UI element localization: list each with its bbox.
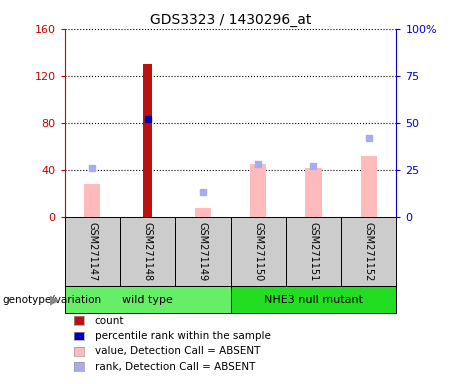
Text: GSM271150: GSM271150 xyxy=(253,222,263,281)
Text: value, Detection Call = ABSENT: value, Detection Call = ABSENT xyxy=(95,346,260,356)
Bar xyxy=(305,167,322,217)
Text: ▶: ▶ xyxy=(50,293,60,306)
Text: count: count xyxy=(95,316,124,326)
Text: percentile rank within the sample: percentile rank within the sample xyxy=(95,331,271,341)
Text: GSM271149: GSM271149 xyxy=(198,222,208,281)
Bar xyxy=(65,286,230,313)
Bar xyxy=(84,184,100,217)
Bar xyxy=(65,217,120,286)
Text: GDS3323 / 1430296_at: GDS3323 / 1430296_at xyxy=(150,13,311,27)
Bar xyxy=(250,164,266,217)
Bar xyxy=(286,217,341,286)
Bar xyxy=(142,64,153,217)
Text: rank, Detection Call = ABSENT: rank, Detection Call = ABSENT xyxy=(95,362,255,372)
Bar xyxy=(120,217,175,286)
Bar xyxy=(361,156,377,217)
Text: wild type: wild type xyxy=(122,295,173,305)
Text: GSM271147: GSM271147 xyxy=(87,222,97,281)
Bar xyxy=(230,217,286,286)
Bar xyxy=(230,286,396,313)
Text: NHE3 null mutant: NHE3 null mutant xyxy=(264,295,363,305)
Text: GSM271151: GSM271151 xyxy=(308,222,319,281)
Text: genotype/variation: genotype/variation xyxy=(2,295,101,305)
Text: GSM271152: GSM271152 xyxy=(364,222,374,281)
Bar xyxy=(175,217,230,286)
Text: GSM271148: GSM271148 xyxy=(142,222,153,281)
Bar xyxy=(341,217,396,286)
Bar xyxy=(195,208,211,217)
